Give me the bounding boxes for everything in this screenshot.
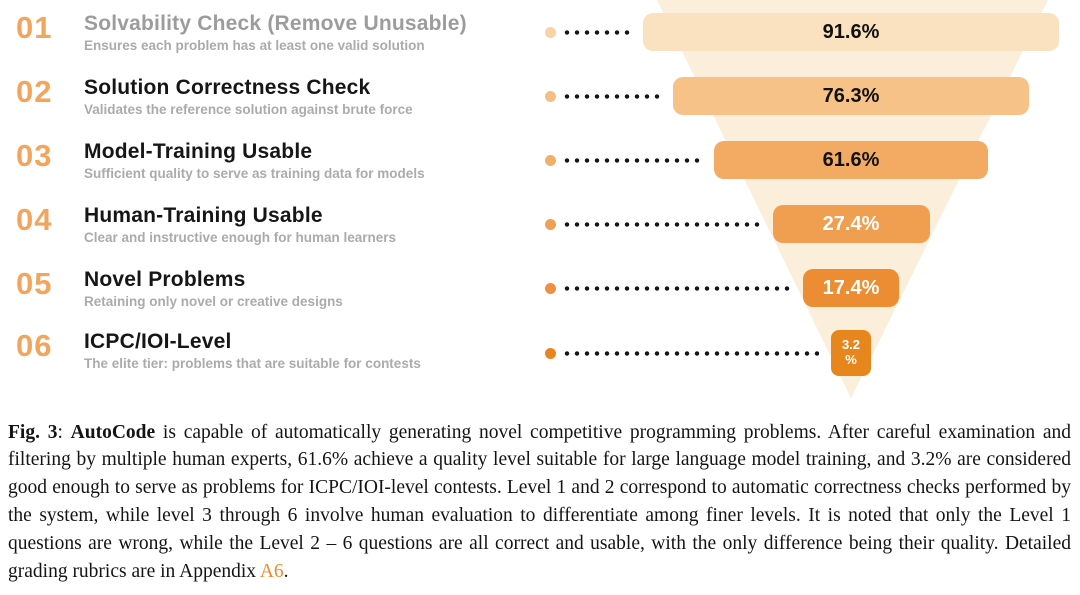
step-text: Model-Training Usable Sufficient quality… xyxy=(84,140,544,182)
step-number: 02 xyxy=(16,74,53,109)
step-number: 06 xyxy=(16,328,53,363)
step-text: Human-Training Usable Clear and instruct… xyxy=(84,204,544,246)
figure-caption: Fig. 3: AutoCode is capable of automatic… xyxy=(8,419,1071,586)
step-text: Novel Problems Retaining only novel or c… xyxy=(84,268,544,310)
dotted-leader-line xyxy=(562,157,702,163)
caption-body: is capable of automatically generating n… xyxy=(8,421,1071,583)
step-title: Solution Correctness Check xyxy=(84,76,371,99)
step-number: 05 xyxy=(16,266,53,301)
leader-dot-icon xyxy=(545,282,556,294)
step-number: 01 xyxy=(16,10,53,45)
funnel-bar-value: 17.4% xyxy=(822,276,880,299)
step-title: Novel Problems xyxy=(84,268,246,291)
step-number: 03 xyxy=(16,138,53,173)
funnel-step-2: 02 Solution Correctness Check Validates … xyxy=(0,76,1080,140)
funnel-step-6: 06 ICPC/IOI-Level The elite tier: proble… xyxy=(0,330,1080,394)
dotted-leader-line xyxy=(562,350,819,356)
step-subtitle: Clear and instructive enough for human l… xyxy=(84,230,397,246)
caption-figure-label: Fig. 3 xyxy=(8,421,58,443)
step-subtitle: Sufficient quality to serve as training … xyxy=(84,166,425,182)
dotted-leader-line xyxy=(562,285,791,291)
funnel-bar: 3.2 % xyxy=(831,330,871,376)
leader-dot-icon xyxy=(545,90,556,102)
funnel-step-1: 01 Solvability Check (Remove Unusable) E… xyxy=(0,12,1080,76)
funnel-step-5: 05 Novel Problems Retaining only novel o… xyxy=(0,268,1080,332)
step-title: Model-Training Usable xyxy=(84,140,313,163)
funnel-bar: 27.4% xyxy=(772,205,930,243)
funnel-bar: 61.6% xyxy=(714,141,988,179)
funnel-step-4: 04 Human-Training Usable Clear and instr… xyxy=(0,204,1080,268)
funnel-bar: 17.4% xyxy=(803,269,899,307)
step-title: Solvability Check (Remove Unusable) xyxy=(84,12,467,35)
step-title: Human-Training Usable xyxy=(84,204,323,227)
funnel-chart: 01 Solvability Check (Remove Unusable) E… xyxy=(0,0,1080,398)
funnel-bar: 91.6% xyxy=(643,13,1059,51)
leader-dot-icon xyxy=(545,26,556,38)
step-text: Solution Correctness Check Validates the… xyxy=(84,76,544,118)
step-number: 04 xyxy=(16,202,53,237)
step-subtitle: Validates the reference solution against… xyxy=(84,102,413,118)
dotted-leader-line xyxy=(562,221,761,227)
funnel-bar-value: 76.3% xyxy=(822,84,880,107)
leader-dot-icon xyxy=(545,154,556,166)
dotted-leader-line xyxy=(562,93,661,99)
step-subtitle: The elite tier: problems that are suitab… xyxy=(84,356,421,372)
step-text: ICPC/IOI-Level The elite tier: problems … xyxy=(84,330,544,372)
funnel-step-3: 03 Model-Training Usable Sufficient qual… xyxy=(0,140,1080,204)
step-subtitle: Retaining only novel or creative designs xyxy=(84,294,343,310)
step-title: ICPC/IOI-Level xyxy=(84,330,232,353)
dotted-leader-line xyxy=(562,29,631,35)
appendix-link-a6[interactable]: A6 xyxy=(259,561,284,583)
funnel-bar-value: 61.6% xyxy=(822,148,880,171)
funnel-bar-value: 27.4% xyxy=(822,212,880,235)
step-text: Solvability Check (Remove Unusable) Ensu… xyxy=(84,12,544,54)
leader-dot-icon xyxy=(545,347,556,359)
caption-period: . xyxy=(283,561,289,583)
step-subtitle: Ensures each problem has at least one va… xyxy=(84,38,425,54)
leader-dot-icon xyxy=(545,218,556,230)
caption-colon: : xyxy=(57,421,71,443)
funnel-bar: 76.3% xyxy=(673,77,1029,115)
funnel-bar-value: 91.6% xyxy=(822,20,880,43)
caption-term-autocode: AutoCode xyxy=(70,421,156,443)
funnel-bar-value: 3.2 % xyxy=(841,337,861,367)
